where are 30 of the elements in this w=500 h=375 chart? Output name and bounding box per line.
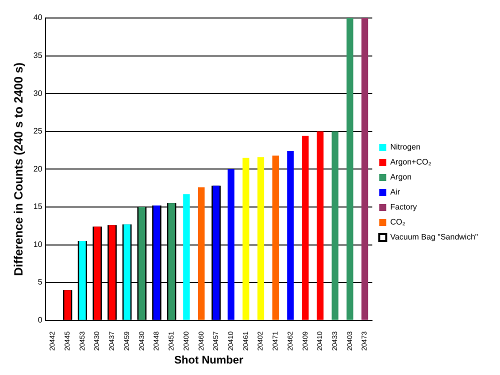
bar [361,18,368,320]
legend-label: Vacuum Bag "Sandwich" [390,232,478,242]
legend-label: Argon [390,172,412,182]
legend-label: Argon+CO₂ [390,158,432,167]
bar [346,18,354,320]
y-tick-label: 40 [33,13,43,22]
y-tick-label: 0 [38,316,43,325]
bar [183,194,190,320]
y-tick-label: 30 [33,88,43,98]
bar [316,131,324,320]
legend-label: CO₂ [390,218,406,227]
bar [272,156,279,320]
bar [198,187,205,320]
bar [242,158,250,320]
bar [302,136,309,320]
bar [228,169,234,320]
y-tick-label: 10 [33,240,43,249]
bar [332,131,338,320]
bar [287,151,294,320]
bar [257,157,264,320]
x-axis-title: Shot Number [174,354,244,366]
legend-label: Nitrogen [390,142,420,152]
legend-label: Air [390,188,400,197]
legend-label: Factory [390,202,417,212]
y-tick-label: 35 [33,50,43,60]
y-axis-title: Difference in Counts (240 s to 2400 s) [12,62,26,276]
y-tick-label: 20 [33,164,43,174]
y-tick-label: 15 [33,202,43,212]
y-tick-label: 5 [38,278,43,287]
y-tick-label: 25 [33,126,43,136]
